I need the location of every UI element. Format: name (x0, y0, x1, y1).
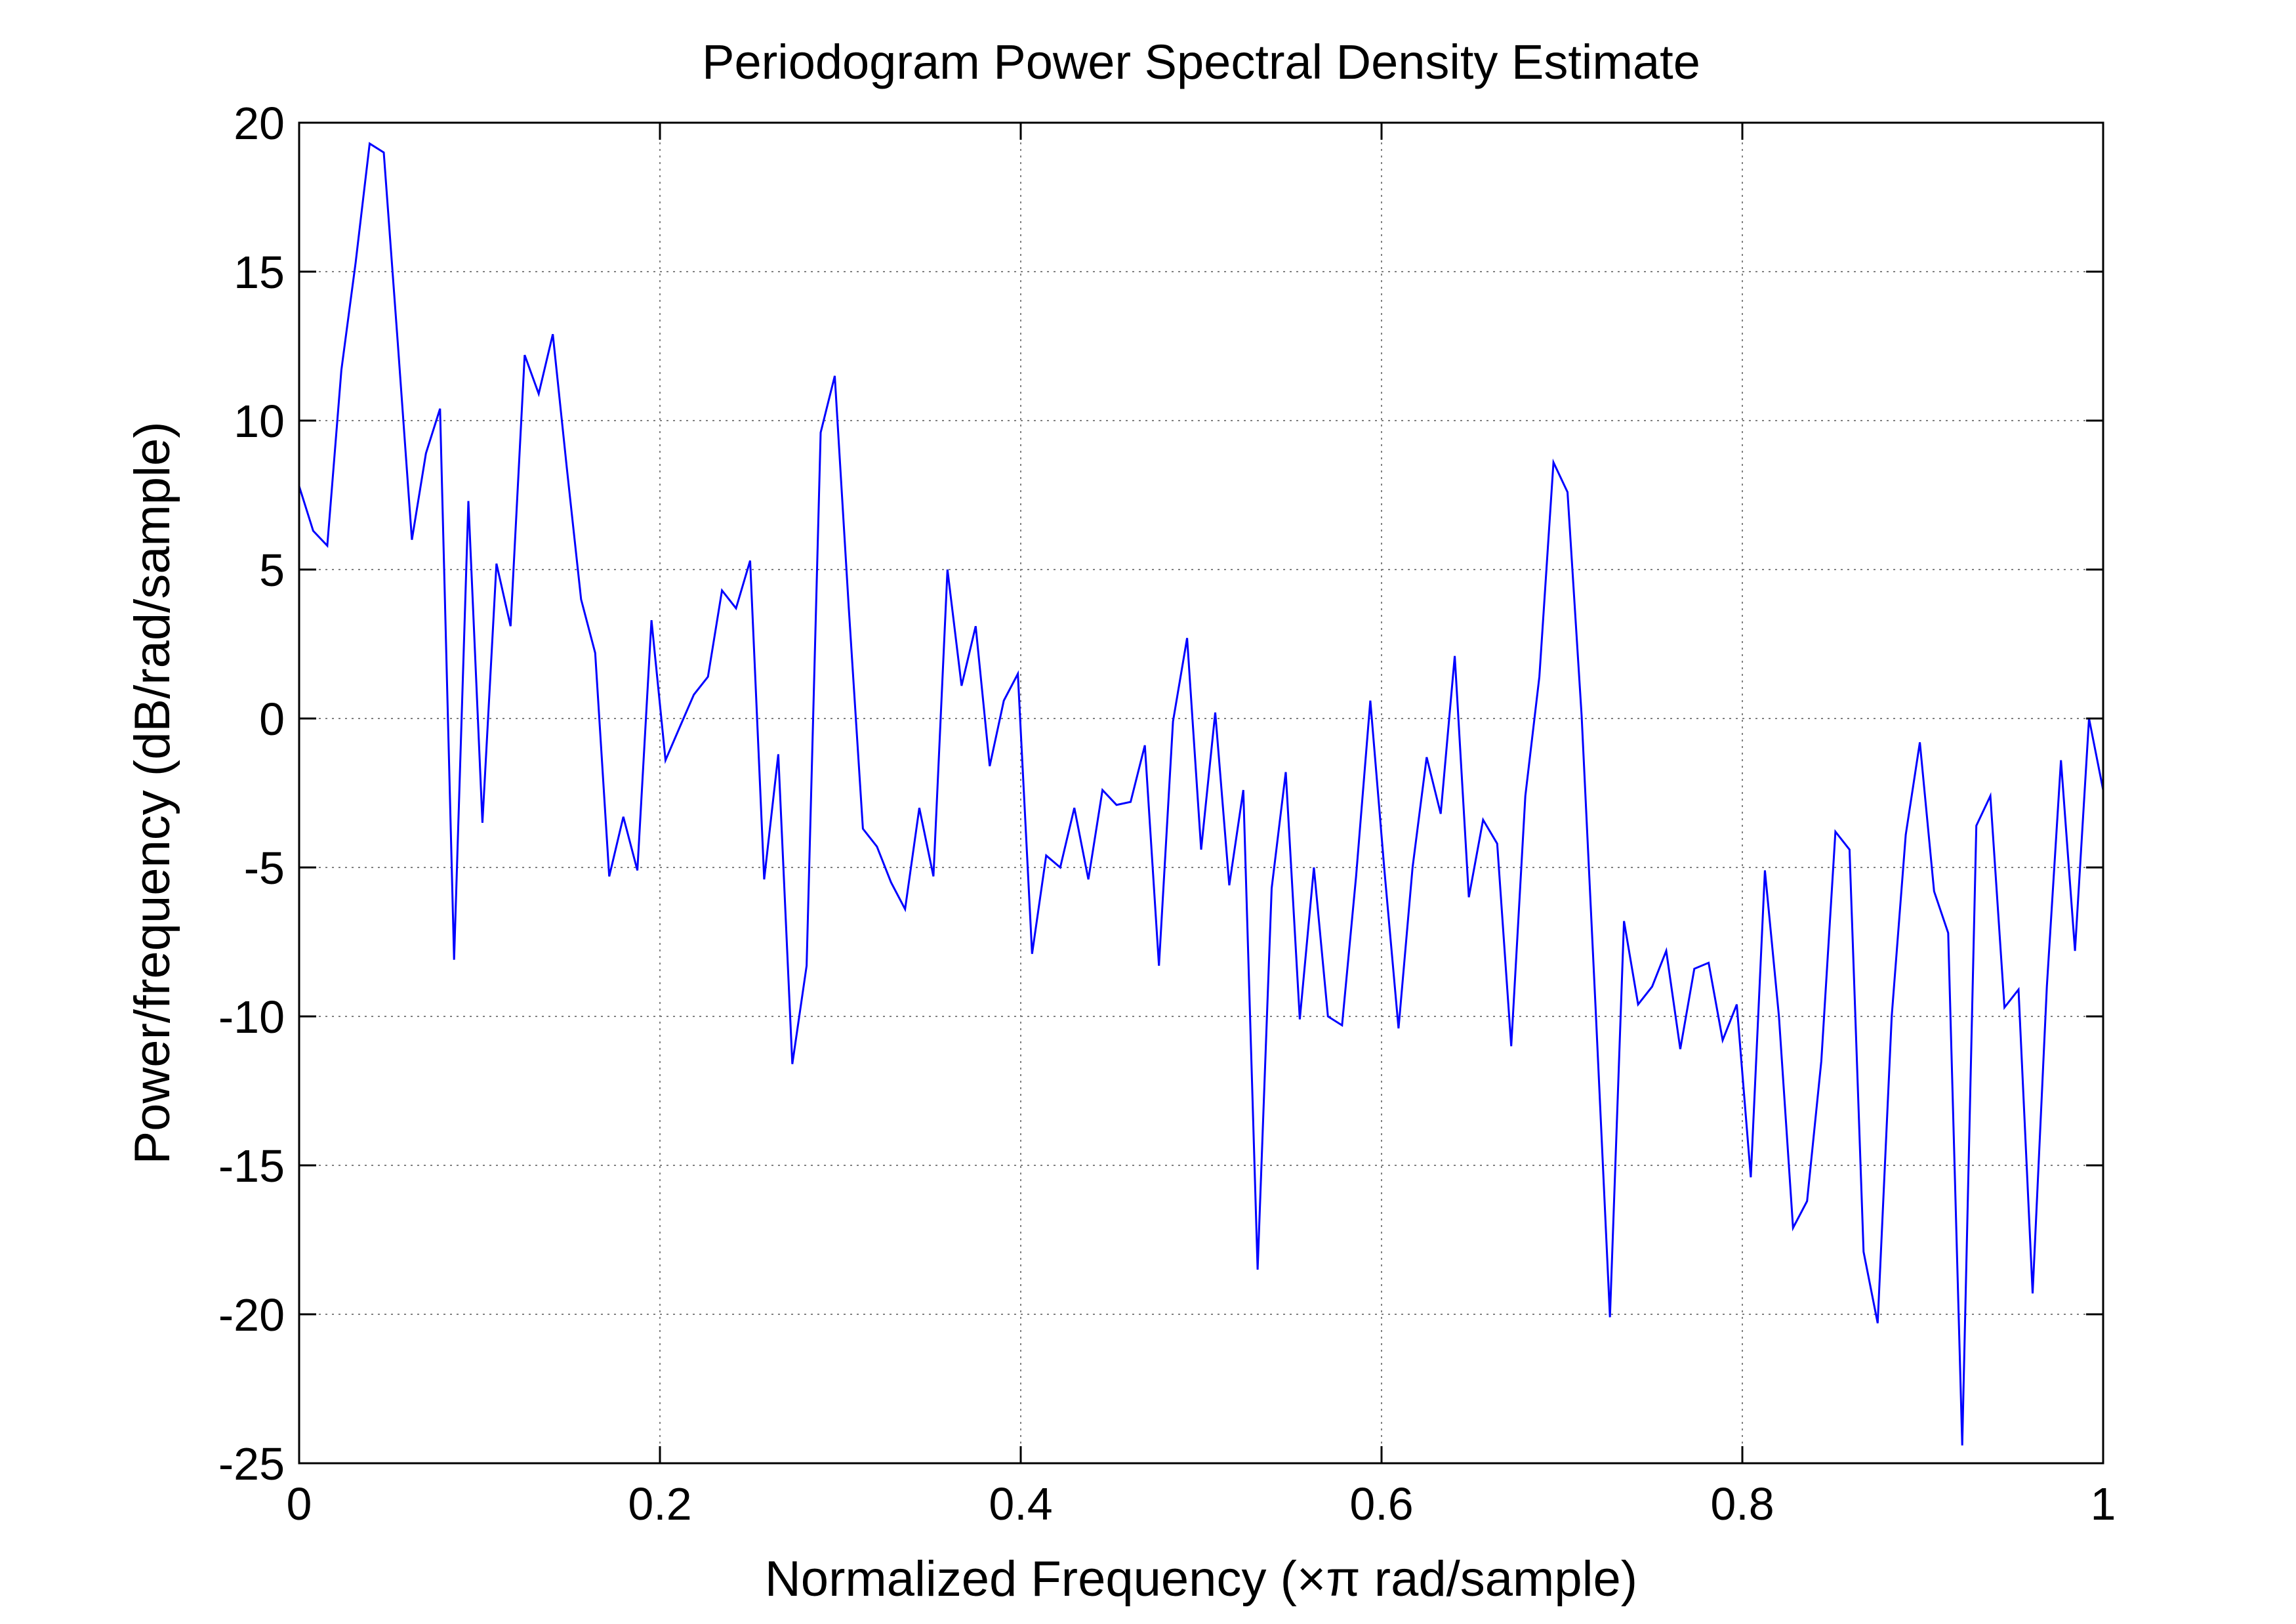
y-tick-label: -25 (218, 1438, 285, 1489)
y-tick-label: 20 (234, 98, 285, 149)
y-tick-label: -20 (218, 1289, 285, 1341)
x-tick-label: 0.8 (1710, 1478, 1774, 1530)
x-axis-label: Normalized Frequency (×π rad/sample) (765, 1551, 1637, 1607)
plot-area (298, 121, 2104, 1465)
x-tick-label: 0 (287, 1478, 312, 1530)
y-tick-label: -15 (218, 1140, 285, 1192)
axes-frame (298, 121, 2104, 1465)
y-tick-label: -5 (244, 843, 285, 894)
x-tick-label: 0.2 (628, 1478, 691, 1530)
y-axis-label: Power/frequency (dB/rad/sample) (125, 421, 180, 1164)
chart-title: Periodogram Power Spectral Density Estim… (702, 35, 1700, 89)
y-tick-labels: 20 15 10 5 0 -5 -10 -15 -20 -25 (218, 98, 285, 1489)
x-tick-labels: 0 0.2 0.4 0.6 0.8 1 (287, 1478, 2116, 1530)
y-tick-label: 5 (259, 545, 285, 596)
y-tick-label: 15 (234, 247, 285, 298)
grid (299, 123, 2103, 1463)
psd-series-line (298, 142, 2104, 1446)
x-tick-label: 0.4 (989, 1478, 1052, 1530)
x-tick-label: 1 (2091, 1478, 2116, 1530)
y-tick-label: -10 (218, 991, 285, 1043)
axes-background (298, 121, 2104, 1465)
x-tick-label: 0.6 (1349, 1478, 1413, 1530)
y-tick-label: 0 (259, 694, 285, 745)
y-tick-label: 10 (234, 396, 285, 447)
series-layer (298, 142, 2104, 1446)
tick-marks (298, 121, 2104, 1465)
